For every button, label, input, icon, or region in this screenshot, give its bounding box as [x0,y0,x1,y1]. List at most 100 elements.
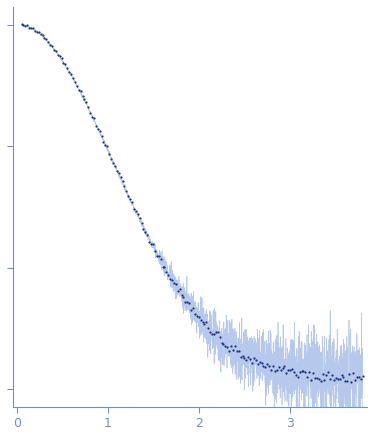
Point [342,378,348,385]
Point [114,167,120,174]
Point [236,347,242,354]
Point [272,368,278,375]
Point [49,43,55,50]
Point [19,21,25,28]
Point [171,280,177,287]
Point [21,21,27,28]
Point [173,280,179,287]
Point [359,373,365,380]
Point [242,355,248,362]
Point [243,357,249,364]
Point [181,294,187,301]
Point [175,287,181,294]
Point [344,377,350,384]
Point [123,188,129,195]
Point [230,347,236,354]
Point [192,311,198,318]
Point [167,275,173,282]
Point [205,324,211,331]
Point [300,368,306,375]
Point [312,375,318,382]
Point [327,376,333,383]
Point [354,374,360,381]
Point [303,369,309,376]
Point [297,368,303,375]
Point [281,363,287,370]
Point [257,358,263,365]
Point [152,247,158,254]
Point [237,354,243,361]
Point [186,299,192,306]
Point [218,339,224,346]
Point [270,362,276,369]
Point [142,228,148,235]
Point [310,370,316,377]
Point [279,364,285,371]
Point [22,22,28,29]
Point [188,306,194,313]
Point [51,46,57,53]
Point [78,87,84,94]
Point [183,298,188,305]
Point [85,104,91,111]
Point [108,156,114,163]
Point [47,41,53,48]
Point [177,286,183,293]
Point [72,78,78,85]
Point [120,177,126,184]
Point [135,211,141,218]
Point [144,232,150,239]
Point [306,369,312,376]
Point [45,38,51,45]
Point [337,375,343,382]
Point [178,291,184,298]
Point [325,369,331,376]
Point [137,215,142,222]
Point [263,363,269,370]
Point [329,371,335,378]
Point [102,141,108,148]
Point [34,28,40,35]
Point [106,151,112,158]
Point [70,75,76,82]
Point [287,366,293,373]
Point [40,31,46,38]
Point [285,366,291,373]
Point [200,319,206,326]
Point [335,376,341,383]
Point [197,316,203,323]
Point [122,182,128,189]
Point [266,362,272,369]
Point [215,329,221,336]
Point [129,198,135,205]
Point [169,276,175,283]
Point [324,372,329,379]
Point [80,93,86,100]
Point [131,205,137,212]
Point [87,110,93,117]
Point [314,375,320,382]
Point [112,162,118,169]
Point [278,367,283,374]
Point [340,373,346,380]
Point [116,170,122,177]
Point [331,376,337,383]
Point [83,98,89,105]
Point [253,357,259,364]
Point [82,96,88,103]
Point [42,34,47,41]
Point [104,143,110,150]
Point [76,87,82,94]
Point [62,61,68,68]
Point [276,364,282,371]
Point [358,375,364,382]
Point [217,333,223,340]
Point [319,370,325,377]
Point [141,225,147,232]
Point [190,305,196,312]
Point [139,219,145,226]
Point [97,128,103,135]
Point [221,340,227,347]
Point [57,53,63,60]
Point [255,360,261,367]
